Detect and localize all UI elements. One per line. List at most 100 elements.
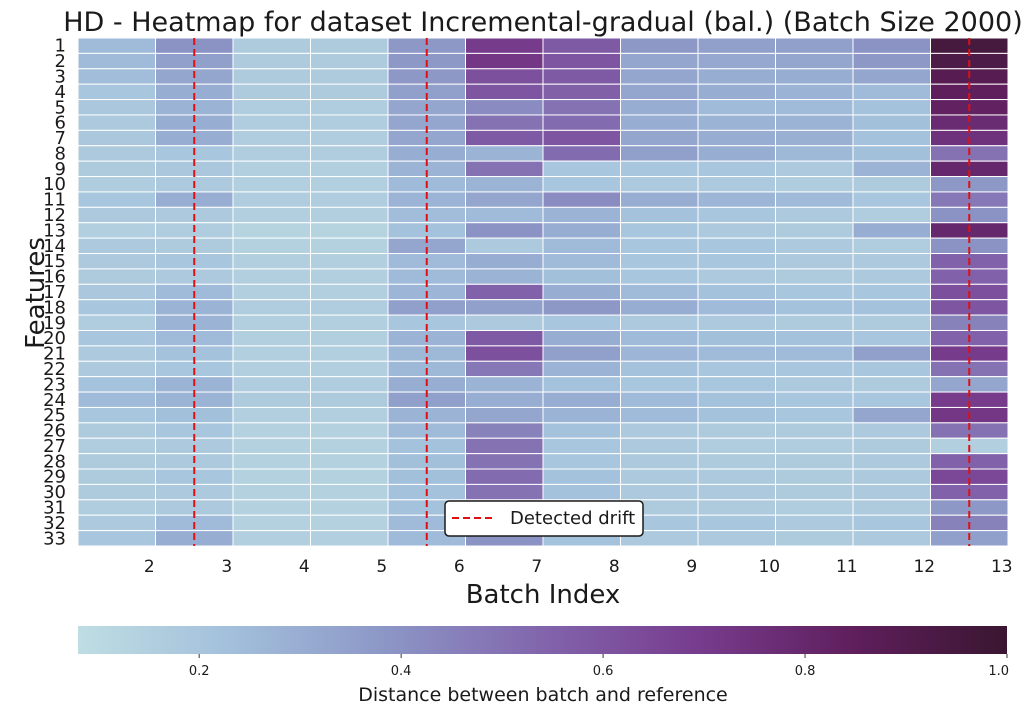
y-tick-label: 27 [43,436,66,457]
heatmap-cell [697,283,776,301]
heatmap-cell [620,422,699,439]
heatmap-cell [465,453,544,470]
heatmap-cell [77,206,156,224]
y-tick-label: 33 [43,528,66,549]
heatmap-cell [310,499,389,516]
y-tick-label: 17 [43,282,66,303]
heatmap-cell [465,391,544,408]
heatmap-cell [852,191,931,208]
colorbar-tick-label: 0.8 [795,664,816,679]
heatmap-cell [620,376,699,393]
heatmap-cell [542,314,621,331]
heatmap-cell [465,437,544,455]
heatmap-cell [775,52,854,70]
heatmap-cell [465,268,544,285]
heatmap-cell [77,237,156,255]
heatmap-cell [620,329,699,347]
heatmap-cell [77,406,156,424]
heatmap-cell [852,391,931,408]
heatmap-cell [620,253,699,270]
heatmap-cell [697,453,776,470]
heatmap-cell [852,345,931,362]
heatmap-cell [852,299,931,316]
heatmap-cell [465,253,544,270]
heatmap-cell [232,68,311,85]
heatmap-cell [620,391,699,408]
y-tick-label: 2 [55,51,66,72]
heatmap-cell [852,360,931,378]
heatmap-cell [775,37,854,54]
heatmap-cell [697,299,776,316]
heatmap-cell [620,483,699,501]
heatmap-cell [465,345,544,362]
heatmap-cell [852,83,931,101]
heatmap-cell [775,437,854,455]
y-tick-label: 22 [43,359,66,380]
y-tick-label: 29 [43,467,66,488]
heatmap-cell [775,99,854,116]
heatmap-cell [697,114,776,131]
heatmap-cell [232,530,311,547]
heatmap-cell [542,406,621,424]
heatmap-cell [697,145,776,162]
heatmap-cell [232,160,311,178]
heatmap-cell [77,391,156,408]
heatmap-cell [620,468,699,485]
heatmap-cell [542,52,621,70]
heatmap-cell [465,237,544,255]
heatmap-cell [775,422,854,439]
heatmap-cell [465,422,544,439]
heatmap-cell [465,99,544,116]
y-tick-label: 14 [43,236,66,257]
heatmap-cell [542,160,621,178]
colorbar-tick-label: 1.0 [988,664,1009,679]
heatmap-cell [697,83,776,101]
heatmap-cell [775,453,854,470]
heatmap-cell [620,114,699,131]
heatmap-cell [852,222,931,239]
heatmap-cell [542,37,621,54]
heatmap-cell [310,99,389,116]
heatmap-cell [852,314,931,331]
heatmap-cell [232,83,311,101]
heatmap-cell [775,176,854,193]
y-tick-label: 13 [43,220,66,241]
heatmap-cell [310,268,389,285]
heatmap-cell [77,129,156,147]
heatmap-cell [852,129,931,147]
y-tick-label: 25 [43,405,66,426]
heatmap-cell [465,360,544,378]
y-tick-label: 7 [55,128,66,149]
y-tick-label: 15 [43,251,66,272]
heatmap-cell [310,329,389,347]
colorbar: 0.2 0.4 0.6 0.8 1.0 Distance between batch a… [78,626,1009,706]
heatmap-cell [77,160,156,178]
y-tick-label: 10 [43,174,66,195]
heatmap-cell [775,360,854,378]
heatmap-cell [775,314,854,331]
heatmap-cell [620,145,699,162]
heatmap-cell [775,499,854,516]
heatmap-cell [465,299,544,316]
heatmap-cell [775,191,854,208]
y-axis-label: Features [21,237,51,349]
heatmap-cell [852,160,931,178]
heatmap-cell [852,468,931,485]
heatmap-cell [775,483,854,501]
y-tick-label: 23 [43,374,66,395]
heatmap-cell [232,345,311,362]
colorbar-label: Distance between batch and reference [358,684,728,706]
y-tick-label: 3 [55,66,66,87]
x-tick-label: 13 [991,557,1013,577]
heatmap-cell [852,376,931,393]
heatmap-cell [310,391,389,408]
heatmap-cell [852,206,931,224]
y-tick-label: 24 [43,390,66,411]
heatmap-cell [310,129,389,147]
heatmap-cell [775,206,854,224]
x-tick-label: 4 [299,557,310,577]
y-tick-label: 32 [43,513,66,534]
heatmap-cell [465,468,544,485]
y-tick-label: 11 [43,190,66,211]
heatmap-cell [542,422,621,439]
